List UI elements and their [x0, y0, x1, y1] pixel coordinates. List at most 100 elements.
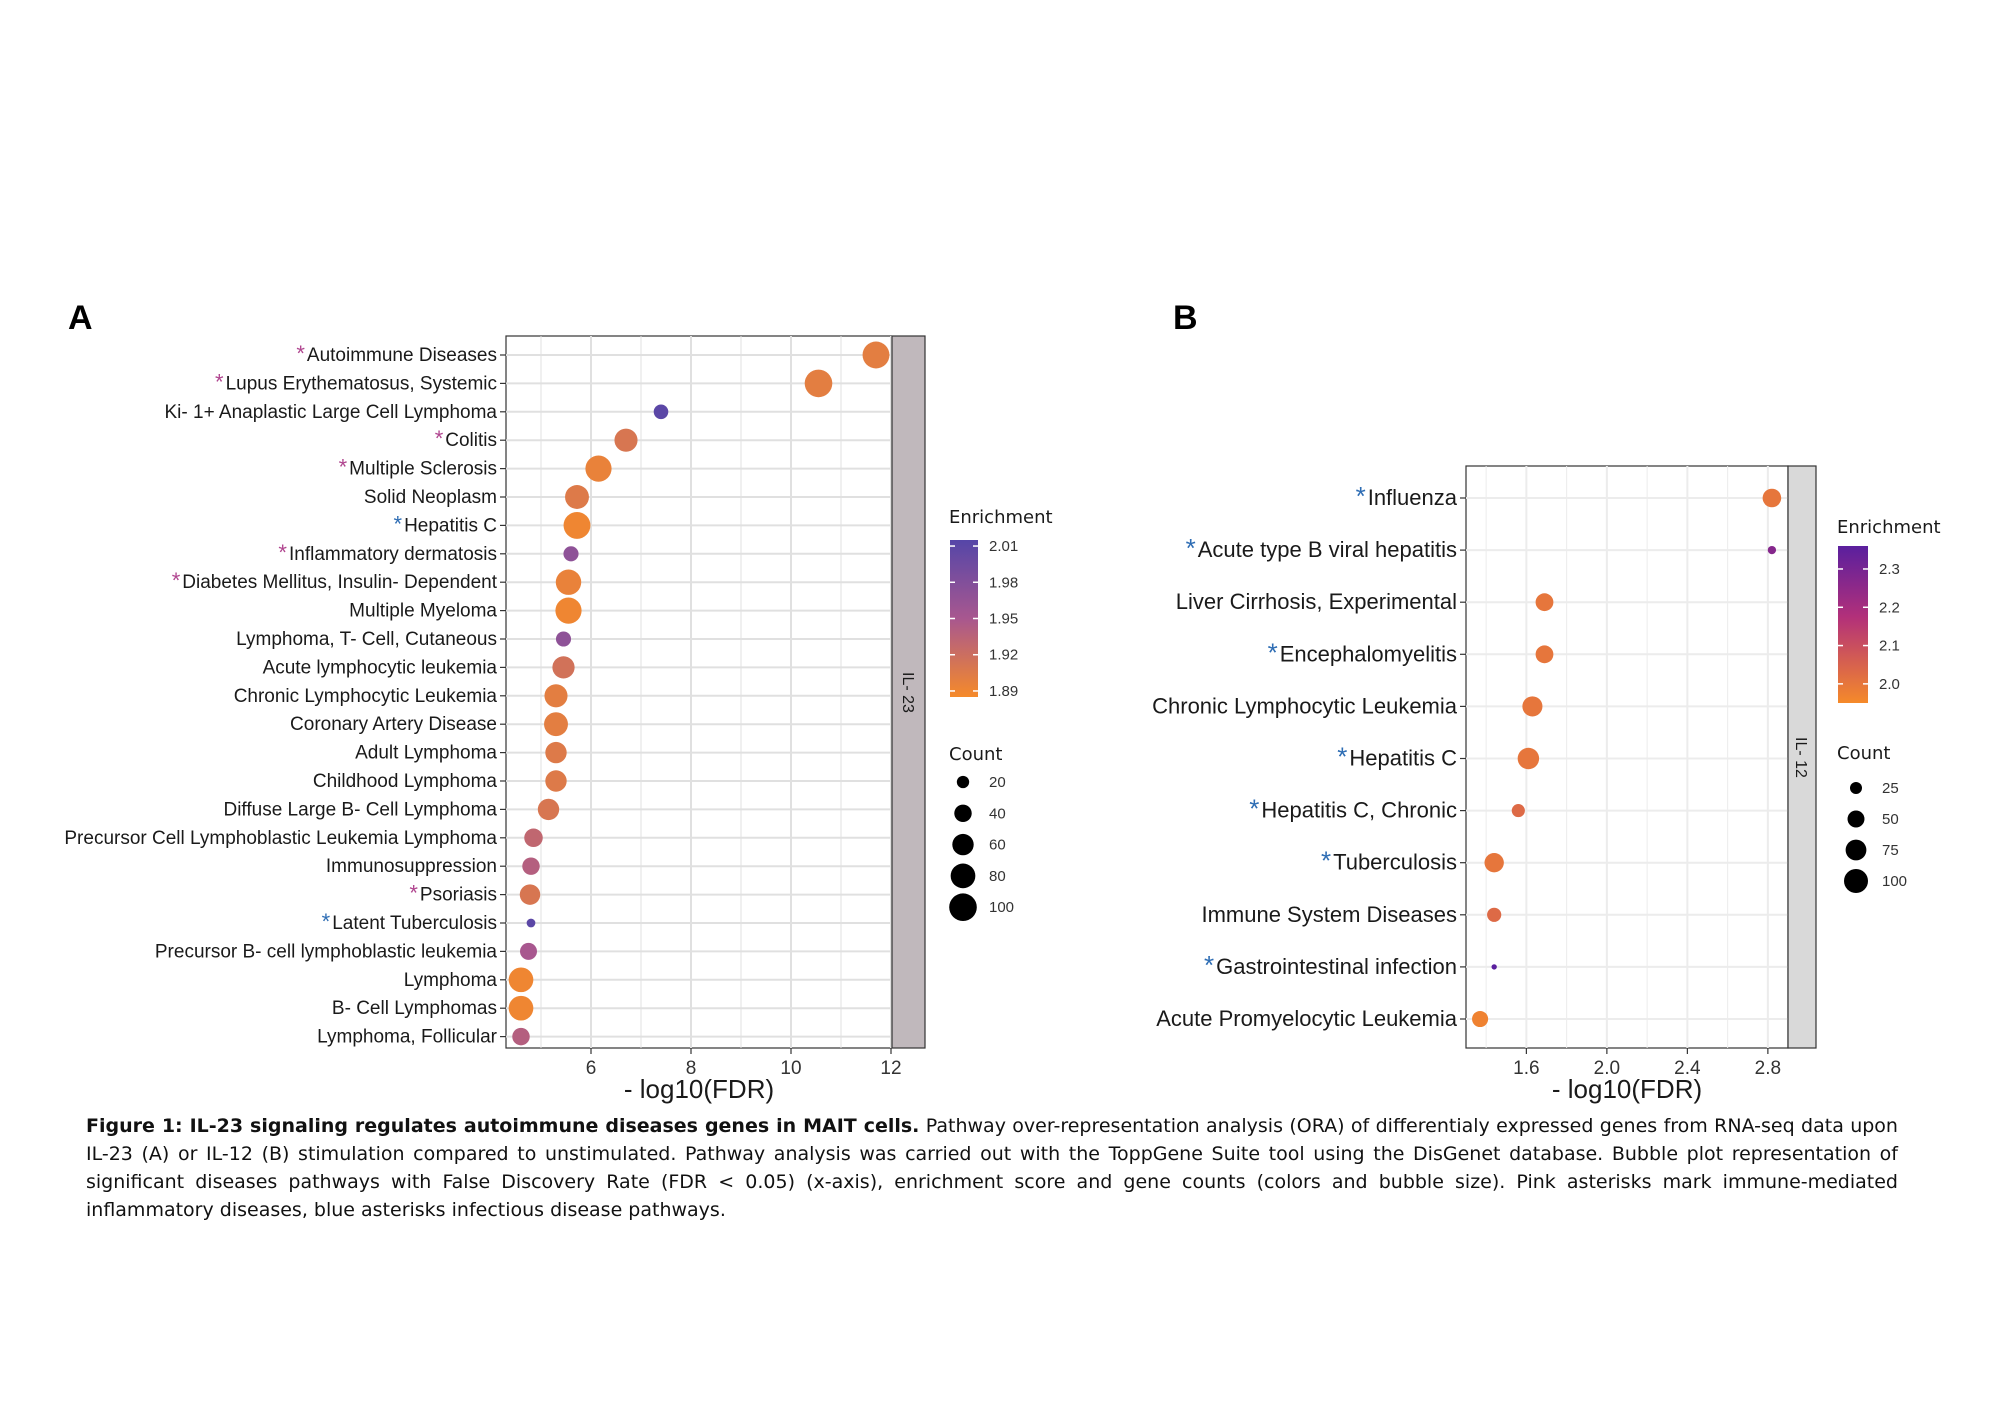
bubble-point: [614, 428, 638, 452]
size-legend-label: 100: [1882, 873, 1907, 890]
x-tick-label: 2.0: [1594, 1058, 1620, 1079]
colorbar-tick-label: 1.95: [989, 611, 1018, 628]
facet-strip-label-a: IL- 23: [899, 672, 916, 713]
size-legend-label: 20: [989, 774, 1006, 791]
y-tick-label: Lymphoma, T- Cell, Cutaneous: [236, 629, 497, 650]
y-tick-text: Hepatitis C, Chronic: [1261, 798, 1457, 823]
y-tick-label: Precursor B- cell lymphoblastic leukemia: [155, 941, 498, 962]
bubble-point: [544, 712, 568, 737]
size-legend-label: 80: [989, 868, 1006, 885]
size-legend-circle: [1847, 810, 1865, 828]
size-legend-circle: [952, 833, 974, 856]
blue-asterisk-icon: *: [1321, 846, 1331, 876]
bubble-point: [555, 569, 582, 595]
panel-b: B *Influenza*Acute type B viral hepatiti…: [1152, 299, 1940, 1104]
bubble-point: [508, 967, 534, 993]
size-legend-circle: [949, 893, 977, 921]
y-tick-text: Encephalomyelitis: [1280, 641, 1457, 666]
legend-enrichment-title-a: Enrichment: [949, 507, 1053, 528]
colorbar-tick-label: 1.98: [989, 574, 1018, 591]
size-legend-circle: [1845, 839, 1867, 861]
y-tick-label: Diffuse Large B- Cell Lymphoma: [223, 799, 497, 820]
y-labels-a: * Autoimmune Diseases * Lupus Erythematosus…: [64, 341, 506, 1048]
y-tick-label: Childhood Lymphoma: [313, 771, 498, 792]
facet-strip-a: [891, 335, 926, 1049]
y-tick-label: Acute lymphocytic leukemia: [263, 657, 498, 678]
legend-size-a: 20 40 60 80 100: [949, 774, 1014, 921]
x-tick-label: 12: [880, 1058, 901, 1079]
bubble-point: [1491, 964, 1497, 970]
y-tick-label: *Acute type B viral hepatitis: [1186, 533, 1457, 563]
plot-area-a: [505, 335, 892, 1049]
figure-caption: Figure 1: IL-23 signaling regulates auto…: [86, 1112, 1898, 1224]
bubble-point: [1517, 747, 1540, 770]
y-tick-text: Inflammatory dermatosis: [289, 544, 497, 565]
bubble-point: [555, 597, 582, 624]
bubbles-b: [1472, 488, 1782, 1028]
blue-asterisk-icon: *: [394, 511, 403, 536]
pink-asterisk-icon: *: [172, 568, 181, 593]
size-legend-label: 50: [1882, 811, 1899, 828]
size-legend-label: 100: [989, 899, 1014, 916]
caption-title: Figure 1: IL-23 signaling regulates auto…: [86, 1115, 920, 1137]
bubble-point: [1511, 804, 1525, 818]
y-tick-label: Ki- 1+ Anaplastic Large Cell Lymphoma: [165, 402, 498, 423]
y-tick-label: Solid Neoplasm: [364, 487, 497, 508]
y-tick-label: * Latent Tuberculosis: [322, 909, 497, 934]
panel-letter-b: B: [1173, 299, 1198, 337]
y-tick-label: *Hepatitis C: [394, 511, 497, 536]
plot-area-b: [1465, 465, 1789, 1049]
size-legend-label: 60: [989, 837, 1006, 854]
bubble-point: [545, 741, 567, 764]
blue-asterisk-icon: *: [1204, 950, 1214, 980]
bubble-point: [519, 884, 541, 905]
legend-color-ticks-b: 2.3 2.2 2.1 2.0: [1838, 561, 1900, 693]
bubble-point: [1762, 488, 1782, 508]
bubble-point: [1767, 545, 1777, 555]
y-tick-label: Multiple Myeloma: [349, 601, 497, 622]
y-tick-text: Influenza: [1368, 485, 1458, 510]
bubble-point: [1484, 853, 1504, 873]
colorbar-tick-label: 2.01: [989, 538, 1018, 555]
legend-count-title-b: Count: [1837, 743, 1890, 764]
bubble-point: [537, 798, 560, 821]
y-tick-text: Colitis: [445, 430, 497, 451]
y-tick-label: Adult Lymphoma: [355, 743, 497, 764]
bubble-point: [544, 684, 568, 708]
x-tick-label: 10: [780, 1058, 801, 1079]
y-tick-label: Chronic Lymphocytic Leukemia: [234, 686, 498, 707]
colorbar-tick-label: 2.0: [1879, 676, 1900, 693]
size-legend-circle: [954, 804, 972, 823]
bubble-point: [585, 455, 612, 482]
blue-asterisk-icon: *: [1356, 481, 1366, 511]
y-tick-label: *Encephalomyelitis: [1268, 637, 1457, 667]
x-tick-label: 8: [686, 1058, 697, 1079]
y-tick-label: Chronic Lymphocytic Leukemia: [1152, 693, 1458, 718]
bubble-point: [1472, 1010, 1489, 1028]
size-legend-circle: [1850, 782, 1862, 794]
bubble-point: [1535, 645, 1554, 664]
legend-count-title-a: Count: [949, 744, 1002, 765]
bubble-point: [1522, 696, 1543, 717]
size-legend-circle: [956, 775, 970, 789]
y-tick-text: Diabetes Mellitus, Insulin- Dependent: [182, 572, 497, 593]
bubble-point: [552, 656, 575, 679]
size-legend-circle: [1844, 869, 1868, 893]
colorbar-tick-label: 1.92: [989, 647, 1018, 664]
y-tick-label: *Gastrointestinal infection: [1204, 950, 1457, 980]
x-axis-title-b: - log10(FDR): [1552, 1074, 1702, 1104]
y-tick-label: * Lupus Erythematosus, Systemic: [215, 369, 497, 394]
bubble-point: [555, 631, 572, 647]
y-tick-text: Latent Tuberculosis: [332, 913, 497, 934]
legend-color-ticks-a: 2.01 1.98 1.95 1.92 1.89: [950, 538, 1018, 700]
x-tick-label: 6: [586, 1058, 597, 1079]
size-legend-label: 75: [1882, 842, 1899, 859]
bubble-point: [1487, 907, 1502, 922]
y-tick-text: Tuberculosis: [1333, 850, 1457, 875]
y-tick-label: * Autoimmune Diseases: [296, 341, 497, 366]
pink-asterisk-icon: *: [435, 426, 444, 451]
facet-strip-label-b: IL- 12: [1792, 737, 1809, 778]
y-tick-text: Multiple Sclerosis: [349, 459, 497, 480]
pink-asterisk-icon: *: [278, 540, 287, 565]
